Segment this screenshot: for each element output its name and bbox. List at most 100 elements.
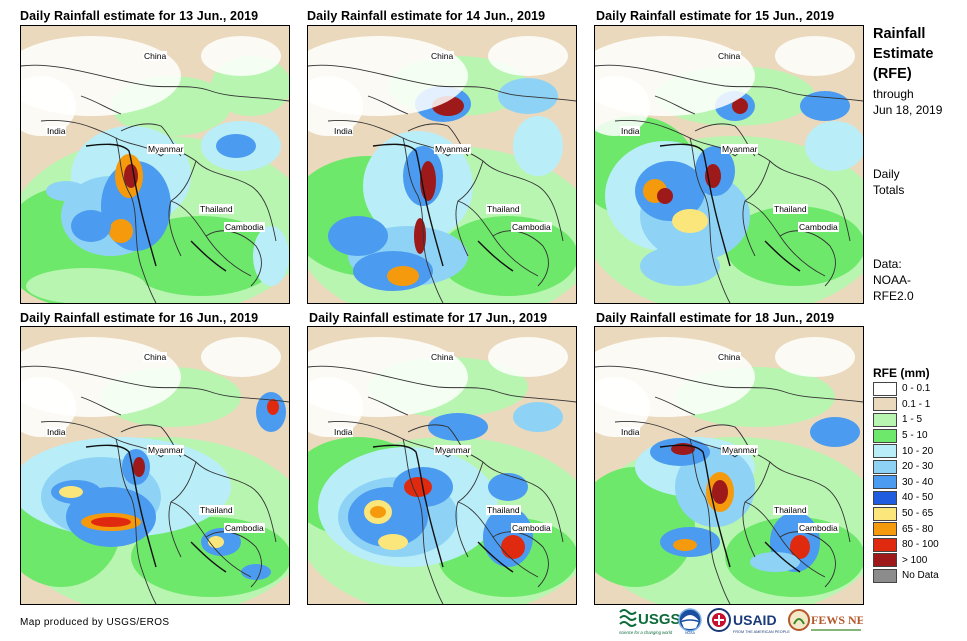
country-border (21, 64, 289, 102)
no-rain-area (775, 337, 855, 377)
country-label-myanmar: Myanmar (147, 144, 185, 154)
legend-swatch (873, 412, 897, 427)
through-date-block: through Jun 18, 2019 (873, 86, 942, 118)
country-border (40, 119, 162, 157)
legend-item: 65 - 80 (873, 521, 939, 537)
country-label-thailand: Thailand (773, 505, 808, 515)
legend-item: 40 - 50 (873, 490, 939, 506)
rainfall-patch (513, 402, 563, 432)
country-label-india: India (333, 126, 354, 136)
panel-title-15jun: Daily Rainfall estimate for 15 Jun., 201… (596, 9, 835, 23)
legend-label: > 100 (902, 554, 928, 566)
rainfall-patch (26, 268, 146, 303)
rainfall-patch (387, 266, 419, 286)
data-source-block: Data: NOAA- RFE2.0 (873, 256, 914, 304)
legend-label: 40 - 50 (902, 492, 934, 504)
country-border (40, 420, 162, 458)
country-border (595, 365, 863, 403)
country-border (115, 438, 157, 604)
country-label-thailand: Thailand (199, 505, 234, 515)
country-border (327, 420, 449, 458)
country-border (367, 396, 409, 416)
country-label-china: China (430, 352, 455, 362)
legend-label: 80 - 100 (902, 539, 939, 551)
legend-swatch (873, 444, 897, 459)
country-border (689, 137, 731, 303)
no-rain-area (201, 36, 281, 76)
legend-swatch (873, 459, 897, 474)
rainfall-patch (673, 539, 697, 551)
country-label-myanmar: Myanmar (721, 144, 759, 154)
rainfall-field (308, 26, 576, 303)
usgs-tagline: science for a changing world (619, 630, 673, 635)
coastline (372, 444, 514, 573)
legend-item: 50 - 65 (873, 506, 939, 522)
country-label-india: India (46, 126, 67, 136)
country-label-china: China (717, 352, 742, 362)
no-rain-area (201, 337, 281, 377)
rainfall-patch (370, 506, 386, 518)
rainfall-patch (732, 98, 748, 114)
rainfall-patch (328, 216, 388, 256)
legend-item: 5 - 10 (873, 428, 939, 444)
country-border (779, 230, 836, 287)
legend-title: RFE (mm) (873, 366, 930, 380)
legend-label: 50 - 65 (902, 508, 934, 520)
country-label-india: India (620, 126, 641, 136)
through-date: Jun 18, 2019 (873, 103, 943, 117)
country-border (654, 95, 696, 115)
legend-label: 1 - 5 (902, 414, 923, 426)
country-label-cambodia: Cambodia (798, 523, 839, 533)
rainfall-field (308, 327, 576, 604)
rainfall-patch (640, 246, 720, 286)
country-border (402, 438, 444, 604)
rainfall-map-17jun: China India Myanmar Thailand Cambodia (307, 326, 577, 605)
rainfall-patch (750, 552, 800, 572)
coastline (85, 143, 227, 272)
country-label-myanmar: Myanmar (434, 445, 472, 455)
country-border (168, 160, 197, 257)
legend-swatch (873, 490, 897, 505)
rainfall-patch (657, 188, 673, 204)
no-rain-area (775, 36, 855, 76)
country-label-cambodia: Cambodia (798, 222, 839, 232)
rainfall-patch (790, 535, 810, 559)
country-label-myanmar: Myanmar (434, 144, 472, 154)
rainfall-patch (208, 536, 224, 548)
country-label-china: China (143, 51, 168, 61)
rainfall-field (21, 26, 289, 303)
country-border (327, 119, 449, 157)
rainfall-patch (71, 210, 111, 242)
country-label-cambodia: Cambodia (511, 523, 552, 533)
map-credit: Map produced by USGS/EROS (20, 617, 170, 628)
country-border (205, 230, 262, 287)
country-border (614, 420, 736, 458)
rainfall-patch (59, 486, 83, 498)
rainfall-patch (513, 116, 563, 176)
data-line2: NOAA- (873, 273, 912, 287)
legend-item: 30 - 40 (873, 475, 939, 491)
country-border (492, 230, 549, 287)
country-label-thailand: Thailand (199, 204, 234, 214)
country-border (455, 160, 484, 257)
data-line1: Data: (873, 257, 902, 271)
country-border (492, 531, 549, 588)
rfe-legend: 0 - 0.1 0.1 - 1 1 - 5 5 - 10 10 - 20 20 - 30 3… (873, 381, 939, 584)
rainfall-patch (404, 477, 432, 497)
country-border (742, 160, 771, 257)
rainfall-patch (488, 473, 528, 501)
country-label-myanmar: Myanmar (147, 445, 185, 455)
rfe-title-line3: (RFE) (873, 66, 912, 82)
legend-item: 1 - 5 (873, 412, 939, 428)
country-label-china: China (143, 352, 168, 362)
legend-swatch (873, 428, 897, 443)
rainfall-map-16jun: China India Myanmar Thailand Cambodia (20, 326, 290, 605)
rfe-title: Rainfall Estimate (RFE) (873, 24, 933, 84)
coastline (372, 143, 514, 272)
country-label-myanmar: Myanmar (721, 445, 759, 455)
no-rain-area (488, 36, 568, 76)
panel-title-13jun: Daily Rainfall estimate for 13 Jun., 201… (20, 9, 259, 23)
legend-label: 10 - 20 (902, 445, 934, 457)
daily-line1: Daily (873, 167, 900, 181)
data-line3: RFE2.0 (873, 289, 914, 303)
